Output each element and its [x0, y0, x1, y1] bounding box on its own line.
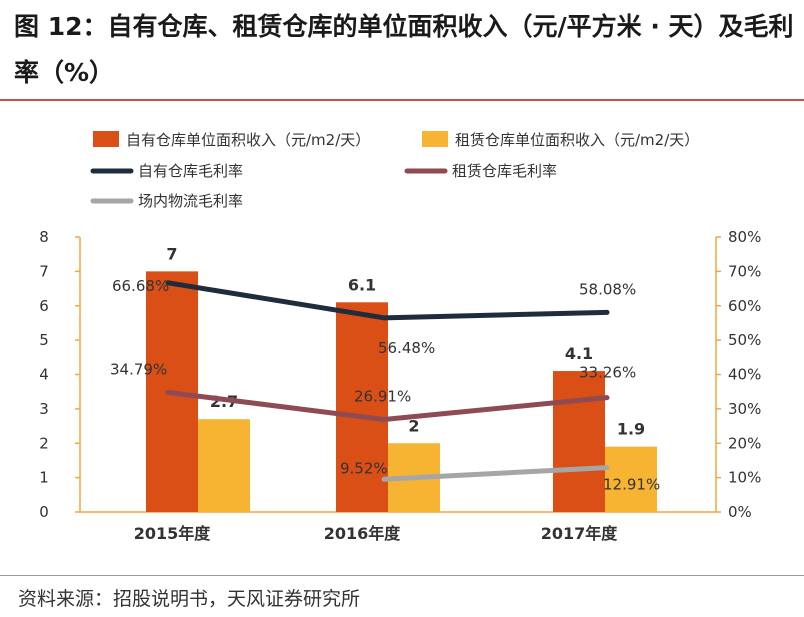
right-tick-label: 80%	[728, 228, 761, 246]
bar-value-label: 4.1	[565, 344, 593, 363]
line-value-label: 33.26%	[579, 364, 636, 382]
bar-rent-0	[198, 419, 250, 512]
bar-rent-2	[605, 446, 657, 512]
left-tick-label: 0	[39, 503, 49, 521]
left-tick-label: 3	[39, 400, 49, 418]
right-tick-label: 10%	[728, 469, 761, 487]
legend-swatch-bar-0	[93, 131, 119, 147]
left-tick-label: 1	[39, 469, 49, 487]
chart-title: 图 12：自有仓库、租赁仓库的单位面积收入（元/平方米 · 天）及毛利率（%）	[14, 12, 794, 87]
line-series-onsite-margin	[381, 465, 610, 482]
right-tick-label: 40%	[728, 366, 761, 384]
combo-chart: 自有仓库单位面积收入（元/m2/天） 租赁仓库单位面积收入（元/m2/天） 自有仓库…	[39, 131, 761, 543]
bar-value-label: 6.1	[348, 275, 376, 294]
legend-swatch-bar-1	[422, 131, 448, 147]
line-value-label: 26.91%	[354, 387, 411, 405]
line-value-label: 9.52%	[340, 459, 388, 477]
bar-own-1	[336, 302, 388, 512]
line-value-label: 58.08%	[579, 280, 636, 298]
right-tick-label: 50%	[728, 331, 761, 349]
left-tick-label: 5	[39, 331, 49, 349]
line-value-label: 12.91%	[603, 476, 660, 494]
source-divider	[0, 575, 804, 576]
line-value-label: 56.48%	[378, 339, 435, 357]
right-tick-label: 0%	[728, 503, 752, 521]
source-note: 资料来源：招股说明书，天风证券研究所	[18, 588, 361, 610]
legend-label-4: 场内物流毛利率	[138, 192, 243, 210]
x-category-label: 2016年度	[324, 524, 402, 543]
legend-label-2: 自有仓库毛利率	[138, 162, 243, 180]
left-tick-label: 4	[39, 366, 49, 384]
legend-label-0: 自有仓库单位面积收入（元/m2/天）	[126, 131, 370, 149]
line-value-label: 34.79%	[110, 360, 167, 378]
left-tick-label: 7	[39, 262, 49, 280]
right-tick-label: 60%	[728, 297, 761, 315]
legend-label-1: 租赁仓库单位面积收入（元/m2/天）	[455, 131, 699, 149]
x-category-label: 2017年度	[541, 524, 619, 543]
x-category-label: 2015年度	[134, 524, 212, 543]
left-tick-label: 6	[39, 297, 49, 315]
left-tick-label: 2	[39, 434, 49, 452]
right-tick-label: 20%	[728, 434, 761, 452]
title-divider	[0, 99, 804, 101]
left-tick-label: 8	[39, 228, 49, 246]
bar-own-2	[553, 371, 605, 512]
line-series-own-margin	[165, 280, 610, 321]
right-tick-label: 70%	[728, 262, 761, 280]
bar-value-label: 2	[408, 416, 419, 435]
line-value-label: 66.68%	[112, 277, 169, 295]
bar-value-label: 1.9	[617, 420, 645, 439]
line-series-rent-margin	[165, 389, 610, 422]
legend-label-3: 租赁仓库毛利率	[452, 162, 557, 180]
right-tick-label: 30%	[728, 400, 761, 418]
bar-value-label: 7	[166, 244, 177, 263]
